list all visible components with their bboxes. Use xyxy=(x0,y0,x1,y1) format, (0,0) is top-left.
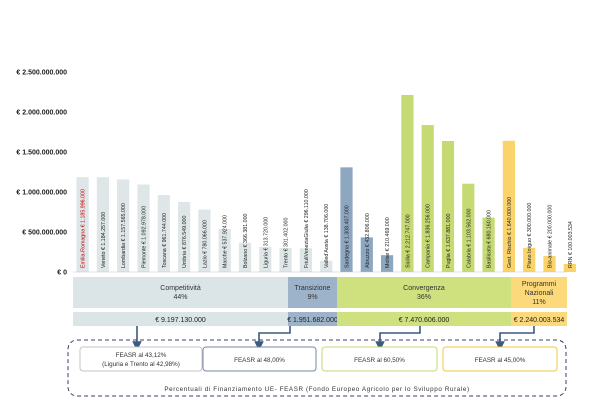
band-programmi xyxy=(511,277,567,308)
feasr-box-competitivita xyxy=(79,346,203,372)
feasr-box-convergenza xyxy=(321,346,438,372)
y-tick-label: € 1.000.000.000 xyxy=(16,190,67,197)
total-value: € 1.951.682.000 xyxy=(287,317,338,324)
band-label: Convergenza xyxy=(403,285,445,292)
feasr-boxes: FEASR al 43,12% (Liguria e Trento al 42,9… xyxy=(79,346,558,372)
legend-container xyxy=(67,339,567,397)
bar xyxy=(279,247,292,272)
bar xyxy=(523,248,536,272)
total-value: € 9.197.130.000 xyxy=(155,317,206,324)
bar-label: Valled'Aosta € 138.706.000 xyxy=(324,204,330,268)
bar xyxy=(117,179,130,272)
bar xyxy=(401,94,414,272)
bar-label: Bio-animale € 200.000.000 xyxy=(548,205,554,268)
feasr-rate: FEASR al 60,50% xyxy=(354,357,405,364)
bar xyxy=(381,255,394,272)
connector-arrow xyxy=(254,326,291,351)
bar-label: RRN € 100.003.534 xyxy=(568,221,574,268)
bar xyxy=(157,195,170,272)
bar-label: Piemonte € 1.092.978.000 xyxy=(142,206,148,268)
y-tick-label: € 0 xyxy=(57,270,67,277)
bar-label: Campania € 1.836.256.000 xyxy=(426,204,432,268)
band-transizione xyxy=(288,277,337,308)
y-tick-label: € 2.500.000.000 xyxy=(16,70,67,77)
feasr-box-programmi xyxy=(442,346,558,372)
bar xyxy=(320,260,333,272)
total-value: € 2.240.003.534 xyxy=(514,317,565,324)
band-label: Programmi xyxy=(522,281,557,288)
bar-label: Umbria € 876.549.000 xyxy=(182,216,188,268)
bars-layer: Emilia-Romagna € 1.185.996.000 Veneto € 1… xyxy=(73,94,576,273)
bar xyxy=(482,217,495,272)
band-competitivita xyxy=(73,277,288,308)
total-value: € 7.470.606.000 xyxy=(399,317,450,324)
feasr-rate: FEASR al 48,00% xyxy=(234,357,285,364)
bar xyxy=(137,184,150,272)
bar xyxy=(238,242,252,272)
bar-label: Gest. Rischio € 1.640.000.000 xyxy=(507,197,513,268)
bar-label: Molise € 210.469.000 xyxy=(385,217,391,268)
bar xyxy=(178,201,191,272)
bar xyxy=(198,209,211,272)
totals-row: € 9.197.130.000 € 1.951.682.000 € 7.470.60… xyxy=(73,312,567,326)
bar-label: Lazio € 780.066.000 xyxy=(202,220,208,268)
bar xyxy=(76,177,89,272)
bar-label: Calabria € 1.103.562.000 xyxy=(466,208,472,268)
total-programmi xyxy=(511,312,567,326)
footer-caption: Percentuali di Finanziamento UE- FEASR (… xyxy=(164,386,469,393)
bar xyxy=(543,256,556,272)
bar xyxy=(421,125,434,272)
band-label: Nazionali xyxy=(525,290,554,297)
y-axis: € 0 € 500.000.000 € 1.000.000.000 € 1.500.0… xyxy=(16,70,67,277)
feasr-box-transizione xyxy=(202,346,317,372)
y-tick-label: € 500.000.000 xyxy=(22,230,67,237)
bar-label: Sicilia € 2.212.747.000 xyxy=(405,214,411,268)
bar-label: Toscana € 961.744.000 xyxy=(162,213,168,268)
band-label: 36% xyxy=(417,294,431,301)
bar xyxy=(218,228,231,272)
bar-label: Marche € 537.924.000 xyxy=(223,215,229,268)
connector-arrow xyxy=(495,326,535,351)
bar-label: Abruzzo € 432.806.000 xyxy=(365,213,371,268)
bar-label: Veneto € 1.184.257.000 xyxy=(101,212,107,268)
bar-label: FriuliVeneziaGiulia € 296.110.000 xyxy=(304,189,310,268)
band-label: Transizione xyxy=(295,285,331,292)
y-tick-label: € 1.500.000.000 xyxy=(16,150,67,157)
bar-label: Lombardia € 1.157.565.000 xyxy=(121,203,127,268)
feasr-rate: FEASR al 45,00% xyxy=(475,357,526,364)
band-label: 44% xyxy=(173,294,187,301)
connectors xyxy=(132,326,535,351)
bar-label: Sardegna € 1.308.407.000 xyxy=(345,205,351,268)
bar-label: Trento € 301.402.000 xyxy=(284,217,290,268)
connector-arrow xyxy=(375,326,421,351)
category-bands: Competitività 44% Transizione 9% Convergenza… xyxy=(73,277,567,308)
bar-label: Basilicata € 680.160.000 xyxy=(487,210,493,268)
total-transizione xyxy=(288,312,337,326)
total-convergenza xyxy=(337,312,511,326)
feasr-rate: FEASR al 43,12% xyxy=(116,352,167,359)
bar xyxy=(340,167,353,272)
bar xyxy=(299,248,312,272)
band-label: 11% xyxy=(532,299,546,306)
band-convergenza xyxy=(337,277,511,308)
bar-label: Emilia-Romagna € 1.185.996.000 xyxy=(81,189,87,268)
bar xyxy=(462,183,475,272)
feasr-note: (Liguria e Trento al 42,98%) xyxy=(102,361,180,368)
bar xyxy=(259,246,272,272)
y-tick-label: € 2.000.000.000 xyxy=(16,110,67,117)
total-competitivita xyxy=(73,312,288,326)
bar xyxy=(360,237,373,272)
band-label: Competitività xyxy=(160,285,201,292)
band-label: 9% xyxy=(307,294,317,301)
bar xyxy=(563,263,576,272)
bar xyxy=(96,177,109,272)
bar xyxy=(502,140,515,272)
bar-label: Piano Irriguo € 300.000.000 xyxy=(527,203,533,268)
bar-label: Liguria € 313.720.000 xyxy=(263,217,269,268)
bar xyxy=(441,140,455,272)
bar-label: Puglia € 1.637.881.000 xyxy=(446,213,452,268)
bar-label: Bolzano € 366.381.000 xyxy=(243,213,249,268)
